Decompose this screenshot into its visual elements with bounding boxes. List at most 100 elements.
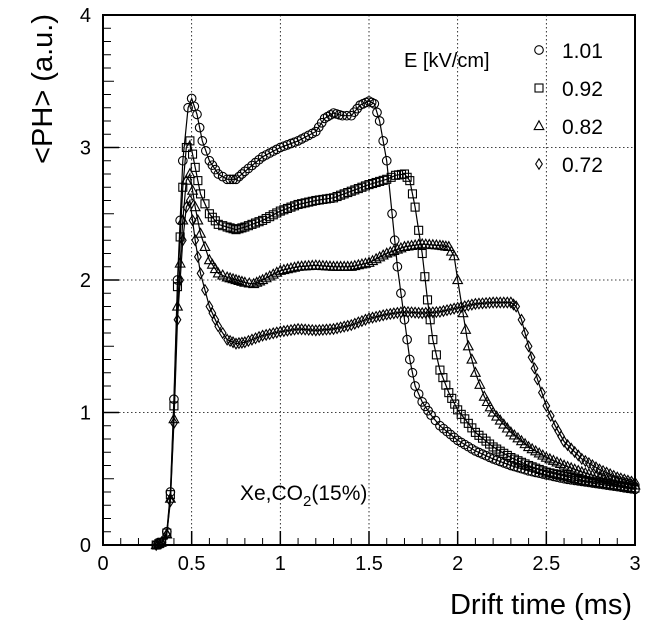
y-tick-label: 3 [80, 138, 91, 160]
data-point [420, 272, 430, 282]
data-point [345, 260, 357, 271]
data-point [278, 263, 290, 275]
data-point [478, 297, 487, 310]
data-point [450, 302, 459, 315]
x-tick-label: 2.5 [532, 553, 560, 575]
data-point [418, 306, 427, 320]
data-point [492, 296, 501, 309]
data-point [237, 223, 247, 233]
data-point [464, 299, 473, 312]
data-point [301, 323, 310, 336]
data-point [361, 313, 370, 326]
data-point [407, 306, 416, 319]
data-point [255, 330, 264, 344]
data-point [489, 296, 498, 309]
data-point [457, 306, 469, 318]
data-point [169, 416, 178, 430]
data-point [237, 169, 247, 179]
data-point [178, 234, 187, 247]
data-point [537, 386, 546, 399]
data-point [354, 316, 363, 329]
data-point [240, 166, 250, 177]
data-point [192, 109, 202, 120]
data-point [196, 267, 205, 280]
data-point [372, 310, 381, 324]
data-point [407, 189, 417, 199]
data-point [428, 306, 437, 319]
data-point [274, 264, 287, 275]
data-point [411, 306, 420, 319]
data-point [178, 182, 188, 192]
data-point [530, 362, 539, 375]
data-point [387, 208, 397, 219]
data-point [231, 225, 241, 235]
data-point [431, 350, 441, 360]
data-point [435, 420, 445, 431]
data-point [185, 194, 194, 207]
data-point [414, 225, 424, 235]
data-point [396, 306, 405, 319]
data-point [574, 449, 583, 462]
legend-label: 0.72 [562, 154, 603, 177]
data-point [485, 296, 494, 310]
data-point [469, 366, 482, 377]
data-point [399, 314, 410, 325]
y-tick-label: 0 [80, 535, 91, 557]
data-point [567, 442, 576, 455]
data-point [225, 174, 235, 185]
data-point [405, 176, 415, 186]
data-point [447, 393, 457, 403]
data-point [372, 107, 382, 118]
data-point [347, 318, 356, 332]
data-point [428, 335, 438, 345]
data-point [421, 306, 430, 320]
data-point [285, 261, 297, 273]
data-point [216, 269, 229, 280]
data-point [177, 155, 188, 166]
x-tick-label: 0 [97, 553, 108, 575]
gas-mixture-annotation: Xe,CO2(15%) [240, 482, 367, 510]
data-point [183, 102, 193, 113]
data-point [542, 399, 551, 413]
x-tick-label: 0.5 [178, 553, 206, 575]
data-point [474, 378, 486, 389]
data-point [190, 162, 200, 172]
data-point [450, 399, 460, 409]
data-point [346, 110, 357, 121]
data-point [237, 336, 246, 349]
legend-title: E [kV/cm] [404, 50, 490, 72]
data-point [369, 98, 380, 109]
data-point [457, 300, 466, 314]
data-point [453, 301, 462, 315]
data-point [297, 323, 306, 336]
data-point [579, 466, 592, 478]
data-point [235, 336, 243, 350]
x-tick-label: 2 [452, 553, 463, 575]
data-point [197, 136, 208, 146]
data-point [322, 323, 331, 336]
data-point [233, 274, 245, 286]
data-point [481, 395, 493, 407]
data-point [281, 262, 294, 274]
data-point [185, 136, 195, 146]
data-point [234, 171, 244, 182]
data-point [583, 467, 595, 479]
data-point [439, 304, 448, 318]
data-point [375, 309, 384, 323]
data-point [193, 250, 202, 264]
data-point [576, 465, 588, 477]
data-point [343, 319, 352, 333]
data-point [393, 306, 402, 320]
x-tick-label: 1 [275, 553, 286, 575]
data-point [443, 303, 451, 317]
data-point [171, 300, 184, 311]
data-point [498, 418, 510, 429]
data-point [199, 240, 211, 252]
data-point [287, 323, 295, 337]
data-point [368, 311, 377, 324]
data-point [593, 471, 606, 482]
data-point [248, 333, 256, 346]
data-point [308, 323, 317, 337]
axis-ticks: 0 0.5 1 1.5 2 2.5 3 0 1 2 3 4 [80, 5, 641, 575]
data-point [194, 122, 205, 133]
